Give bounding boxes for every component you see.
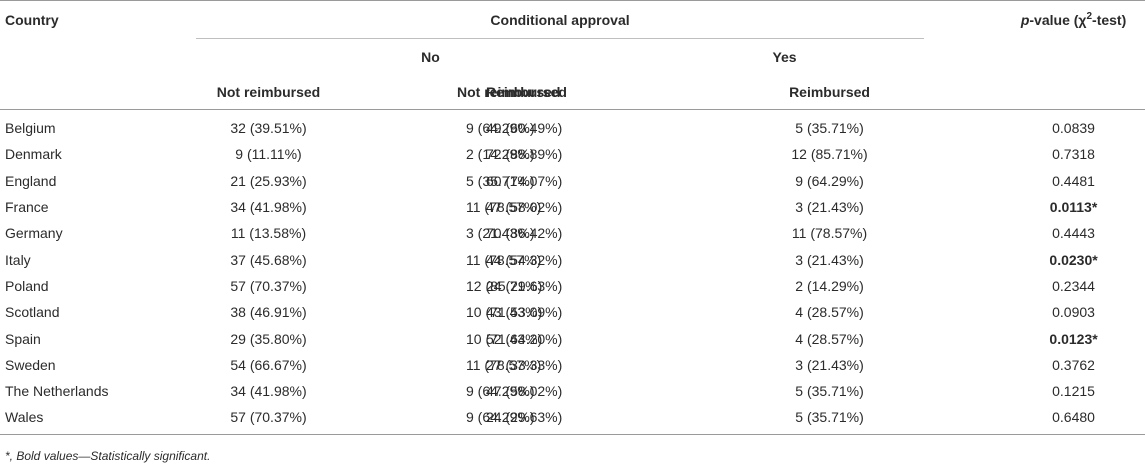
header-yes-not-reimbursed: Not reimbursed: [457, 75, 597, 110]
table-row: The Netherlands 34 (41.98%) 47 (58.02%) 9 (…: [0, 378, 1145, 404]
cell-yes-reimbursed: 3 (21.43%): [795, 199, 864, 216]
cell-country: France: [5, 199, 49, 216]
cell-no-not-reimbursed: 34 (41.98%): [230, 199, 307, 216]
header-conditional-approval: Conditional approval: [196, 0, 925, 39]
cell-no-not-reimbursed: 11 (13.58%): [230, 225, 307, 242]
cell-country: Italy: [5, 251, 31, 268]
cell-country: England: [5, 172, 57, 189]
cell-pvalue: 0.7318: [1052, 146, 1095, 163]
cell-yes-not-reimbursed: 11 (78.57%): [466, 356, 542, 373]
cell-no-reimbursed: 72 (88.89%): [486, 146, 563, 163]
cell-no-reimbursed: 44 (54.32%): [486, 251, 563, 268]
footnote: *, Bold values—Statistically significant…: [5, 449, 211, 463]
cell-no-not-reimbursed: 32 (39.51%): [230, 120, 307, 137]
cell-no-reimbursed: 60 (74.07%): [486, 172, 563, 189]
reimbursement-table: Country Conditional approval p-value (χ2…: [0, 0, 1145, 435]
cell-pvalue: 0.0903: [1052, 304, 1095, 321]
cell-country: Denmark: [5, 146, 62, 163]
cell-no-reimbursed: 47 (58.02%): [486, 199, 563, 216]
cell-pvalue: 0.2344: [1052, 277, 1095, 294]
cell-no-reimbursed: 47 (58.02%): [486, 383, 563, 400]
table-row: Belgium 32 (39.51%) 49 (60.49%) 9 (64.29%) 5…: [0, 110, 1145, 142]
pvalue-sup: 2: [1086, 11, 1093, 23]
cell-country: Belgium: [5, 120, 56, 137]
cell-country: Scotland: [5, 304, 60, 321]
header-no-not-reimbursed: Not reimbursed: [196, 75, 341, 110]
cell-no-reimbursed: 52 (64.20%): [486, 330, 563, 347]
cell-yes-not-reimbursed: 5 (35.71%): [466, 172, 535, 189]
cell-yes-reimbursed: 5 (35.71%): [795, 383, 864, 400]
table-row: Italy 37 (45.68%) 44 (54.32%) 11 (78.57%) 3 …: [0, 246, 1145, 272]
cell-yes-not-reimbursed: 10 (71.43%): [466, 330, 543, 347]
cell-pvalue: 0.0230*: [1049, 251, 1098, 268]
cell-yes-reimbursed: 2 (14.29%): [795, 277, 864, 294]
cell-no-reimbursed: 49 (60.49%): [486, 120, 563, 137]
cell-yes-reimbursed: 3 (21.43%): [795, 251, 864, 268]
cell-yes-not-reimbursed: 9 (64.29%): [466, 404, 606, 435]
cell-pvalue: 0.0123*: [1049, 330, 1098, 347]
cell-yes-reimbursed: 9 (64.29%): [795, 172, 864, 189]
header-yes-reimbursed: Reimbursed: [735, 75, 925, 110]
table-row: Scotland 38 (46.91%) 43 (53.09%) 10 (71.43%…: [0, 299, 1145, 325]
cell-yes-not-reimbursed: 11 (78.57%): [466, 251, 542, 268]
cell-yes-not-reimbursed: 2 (14.29%): [466, 146, 535, 163]
pvalue-rest-a: -value (χ: [1029, 12, 1087, 29]
cell-no-reimbursed: 43 (53.09%): [486, 304, 563, 321]
cell-no-not-reimbursed: 38 (46.91%): [230, 304, 307, 321]
header-pvalue: p-value (χ2-test): [924, 1, 1145, 39]
cell-no-not-reimbursed: 57 (70.37%): [196, 404, 341, 435]
table-row: Wales 57 (70.37%) 24 (29.63%) 9 (64.29%) 5 (…: [0, 404, 1145, 435]
cell-country: Sweden: [5, 356, 56, 373]
cell-yes-not-reimbursed: 3 (21.43%): [466, 225, 535, 242]
cell-yes-not-reimbursed: 9 (64.29%): [466, 120, 535, 137]
cell-country: Spain: [5, 330, 41, 347]
cell-pvalue: 0.4443: [1052, 225, 1095, 242]
cell-yes-reimbursed: 5 (35.71%): [735, 404, 925, 435]
cell-no-not-reimbursed: 54 (66.67%): [230, 356, 307, 373]
cell-yes-reimbursed: 3 (21.43%): [795, 356, 864, 373]
table-row: England 21 (25.93%) 60 (74.07%) 5 (35.71%) 9…: [0, 168, 1145, 194]
cell-no-reimbursed: 24 (29.63%): [486, 277, 563, 294]
table-row: Denmark 9 (11.11%) 72 (88.89%) 2 (14.29%) 12…: [0, 141, 1145, 167]
cell-no-reimbursed: 27 (33.33%): [486, 356, 563, 373]
cell-yes-reimbursed: 5 (35.71%): [795, 120, 864, 137]
cell-no-not-reimbursed: 9 (11.11%): [235, 146, 302, 163]
cell-no-not-reimbursed: 57 (70.37%): [230, 277, 307, 294]
cell-yes-not-reimbursed: 9 (64.29%): [466, 383, 535, 400]
table-row: Spain 29 (35.80%) 52 (64.20%) 10 (71.43%) 4 …: [0, 325, 1145, 351]
header-no: No: [421, 49, 440, 65]
cell-no-not-reimbursed: 29 (35.80%): [230, 330, 307, 347]
table-row: Sweden 54 (66.67%) 27 (33.33%) 11 (78.57%) 3…: [0, 352, 1145, 378]
cell-country: Poland: [5, 277, 49, 294]
pvalue-p: p: [1020, 12, 1030, 29]
cell-no-reimbursed: 70 (86.42%): [486, 225, 563, 242]
cell-yes-reimbursed: 4 (28.57%): [795, 304, 864, 321]
cell-yes-reimbursed: 4 (28.57%): [795, 330, 864, 347]
table-row: France 34 (41.98%) 47 (58.02%) 11 (78.57%) 3…: [0, 194, 1145, 220]
pvalue-rest-b: -test): [1092, 12, 1127, 29]
cell-pvalue: 0.6480: [924, 404, 1145, 435]
cell-yes-not-reimbursed: 10 (71.43%): [466, 304, 543, 321]
header-yes: Yes: [772, 49, 797, 65]
cell-yes-reimbursed: 12 (85.71%): [791, 146, 868, 163]
header-country: Country: [5, 11, 59, 28]
table-row: Germany 11 (13.58%) 70 (86.42%) 3 (21.43%) 1…: [0, 220, 1145, 246]
cell-no-not-reimbursed: 37 (45.68%): [230, 251, 307, 268]
cell-pvalue: 0.3762: [1052, 356, 1095, 373]
cell-yes-not-reimbursed: 11 (78.57%): [466, 199, 542, 216]
cell-no-not-reimbursed: 21 (25.93%): [230, 172, 307, 189]
cell-pvalue: 0.1215: [1052, 383, 1095, 400]
cell-yes-not-reimbursed: 12 (85.71%): [466, 277, 543, 294]
cell-pvalue: 0.4481: [1052, 172, 1095, 189]
cell-pvalue: 0.0839: [1052, 120, 1095, 137]
cell-no-not-reimbursed: 34 (41.98%): [230, 383, 307, 400]
cell-country: Wales: [0, 404, 196, 435]
cell-yes-reimbursed: 11 (78.57%): [791, 225, 868, 242]
cell-country: The Netherlands: [5, 383, 109, 400]
cell-country: Germany: [5, 225, 63, 242]
table-row: Poland 57 (70.37%) 24 (29.63%) 12 (85.71%) 2…: [0, 273, 1145, 299]
cell-pvalue: 0.0113*: [1049, 199, 1098, 216]
